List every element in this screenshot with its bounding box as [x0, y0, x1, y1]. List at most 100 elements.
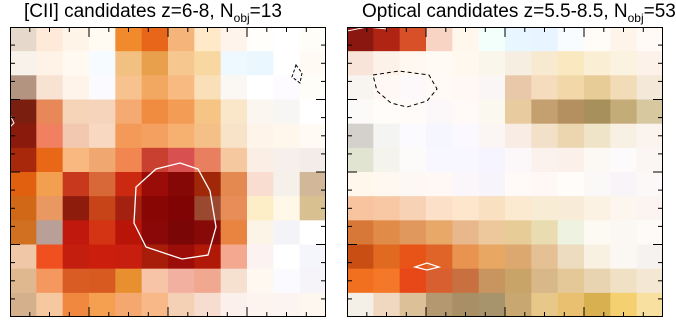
map-pixel	[399, 268, 427, 294]
map-pixel	[347, 172, 374, 197]
map-pixel	[373, 172, 401, 197]
map-pixel	[531, 220, 559, 246]
map-pixel	[505, 27, 532, 52]
map-pixel	[247, 292, 274, 317]
map-pixel	[141, 75, 169, 101]
map-pixel	[10, 27, 37, 52]
map-pixel	[557, 99, 585, 125]
map-pixel	[557, 51, 585, 76]
map-pixel	[557, 220, 585, 246]
map-pixel	[62, 51, 90, 76]
map-pixel	[36, 268, 64, 294]
contours	[347, 27, 442, 271]
map-pixel	[220, 147, 248, 173]
map-pixel	[62, 75, 90, 101]
map-pixel	[141, 268, 169, 294]
map-pixel	[610, 268, 638, 294]
map-pixel	[584, 172, 611, 197]
map-pixel	[247, 172, 274, 197]
map-pixel	[505, 220, 532, 246]
map-pixel	[557, 244, 585, 270]
map-pixel	[89, 292, 116, 317]
map-pixel	[452, 268, 480, 294]
map-pixel	[347, 220, 374, 246]
map-pixel	[452, 147, 480, 173]
frame	[10, 27, 326, 317]
map-pixel	[478, 172, 506, 197]
frame	[347, 27, 663, 317]
map-pixel	[399, 75, 427, 101]
map-pixel	[168, 99, 195, 125]
map-pixel	[531, 244, 559, 270]
map-pixel	[347, 75, 374, 101]
map-pixel	[273, 99, 301, 125]
map-pixel	[194, 268, 222, 294]
map-pixel	[452, 51, 480, 76]
map-pixel	[10, 99, 37, 125]
map-pixel	[247, 196, 274, 221]
map-pixel	[505, 75, 532, 101]
map-pixel	[62, 123, 90, 149]
map-pixel	[452, 123, 480, 149]
map-pixel	[194, 147, 222, 173]
map-pixel	[89, 268, 116, 294]
map-pixel	[636, 292, 663, 317]
map-pixel	[557, 268, 585, 294]
map-pixel	[505, 147, 532, 173]
map-pixel	[478, 244, 506, 270]
map-pixel	[89, 99, 116, 125]
map-pixel	[426, 268, 453, 294]
map-pixel	[426, 244, 453, 270]
map-pixel	[141, 123, 169, 149]
map-pixel	[273, 147, 301, 173]
map-pixel	[194, 220, 222, 246]
map-pixel	[505, 292, 532, 317]
map-pixel	[636, 27, 663, 52]
map-pixel	[62, 99, 90, 125]
map-pixel	[584, 220, 611, 246]
map-pixel	[36, 147, 64, 173]
map-pixel	[557, 123, 585, 149]
map-pixel	[399, 123, 427, 149]
map-pixel	[194, 75, 222, 101]
map-pixel	[115, 268, 143, 294]
map-pixel	[399, 196, 427, 221]
map-pixel	[247, 147, 274, 173]
map-pixel	[452, 75, 480, 101]
map-pixel	[89, 51, 116, 76]
map-pixel	[10, 244, 37, 270]
map-pixel	[610, 244, 638, 270]
map-pixel	[373, 123, 401, 149]
map-pixel	[168, 147, 195, 173]
map-pixel	[89, 220, 116, 246]
contour-line	[133, 162, 217, 260]
map-pixel	[168, 196, 195, 221]
map-pixel	[478, 51, 506, 76]
map-pixel	[478, 220, 506, 246]
map-pixel	[168, 220, 195, 246]
map-pixel	[452, 172, 480, 197]
map-pixel	[347, 244, 374, 270]
map-pixel	[36, 244, 64, 270]
map-pixel	[610, 99, 638, 125]
map-pixel	[347, 99, 374, 125]
map-pixel	[373, 99, 401, 125]
map-pixel	[399, 172, 427, 197]
map-pixel	[299, 292, 326, 317]
map-pixel	[584, 244, 611, 270]
map-pixel	[10, 220, 37, 246]
map-pixel	[220, 268, 248, 294]
optical-stack-map	[347, 27, 663, 317]
map-pixel	[141, 99, 169, 125]
map-pixel	[347, 27, 374, 52]
map-pixel	[636, 244, 663, 270]
map-pixel	[89, 147, 116, 173]
map-pixel	[141, 220, 169, 246]
map-pixel	[115, 75, 143, 101]
map-pixel	[89, 27, 116, 52]
map-pixel	[10, 147, 37, 173]
map-pixel	[399, 147, 427, 173]
map-pixel	[220, 196, 248, 221]
map-pixel	[141, 51, 169, 76]
map-pixel	[610, 147, 638, 173]
